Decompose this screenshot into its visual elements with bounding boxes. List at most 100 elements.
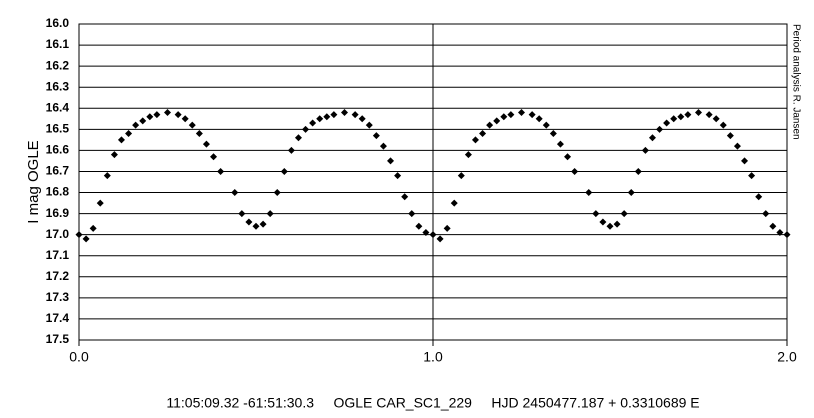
point: [323, 113, 331, 121]
point: [132, 121, 140, 129]
x-tick-label: 1.0: [423, 349, 443, 365]
point: [549, 130, 557, 138]
point: [330, 111, 338, 119]
point: [188, 121, 196, 129]
point: [266, 210, 274, 218]
point: [280, 167, 288, 175]
point: [75, 231, 83, 239]
point: [613, 220, 621, 228]
point: [174, 111, 182, 119]
y-tick-label: 16.1: [46, 37, 70, 51]
plot-frame: [78, 23, 788, 341]
point: [316, 115, 324, 123]
point: [96, 199, 104, 207]
point: [457, 172, 465, 180]
point: [571, 167, 579, 175]
annotation: Period analysis R. Jansen: [790, 24, 801, 140]
point: [358, 115, 366, 123]
point: [89, 224, 97, 232]
point: [210, 153, 218, 161]
point: [195, 130, 203, 138]
y-tick-label: 17.3: [46, 290, 70, 304]
point: [528, 111, 536, 119]
point: [422, 229, 430, 237]
point: [486, 121, 494, 129]
point: [302, 125, 310, 133]
point: [564, 153, 572, 161]
point: [401, 193, 409, 201]
y-tick-label: 16.2: [46, 58, 70, 72]
point: [769, 222, 777, 230]
point: [500, 113, 508, 121]
point: [518, 108, 525, 116]
y-tick-label: 16.8: [46, 185, 70, 199]
y-tick-label: 17.2: [46, 269, 70, 283]
y-tick-label: 16.0: [46, 16, 70, 30]
point: [695, 108, 702, 116]
point: [273, 189, 281, 197]
x-tick-label: 2.0: [777, 349, 797, 365]
point: [748, 172, 756, 180]
point: [592, 210, 600, 218]
point: [755, 193, 763, 201]
point: [365, 121, 373, 129]
y-axis-label: I mag OGLE: [25, 140, 42, 223]
point: [783, 231, 791, 239]
point: [733, 142, 741, 150]
point: [117, 136, 125, 144]
point: [164, 108, 171, 116]
point: [82, 235, 90, 243]
y-tick-label: 16.5: [46, 122, 70, 136]
point: [238, 210, 246, 218]
point: [287, 146, 295, 154]
point: [741, 157, 749, 165]
point: [139, 117, 147, 125]
point: [309, 119, 317, 127]
point: [726, 132, 734, 140]
point: [394, 172, 402, 180]
point: [663, 119, 671, 127]
point: [556, 140, 564, 148]
point: [670, 115, 678, 123]
point: [493, 117, 501, 125]
point: [606, 222, 614, 230]
point: [620, 210, 628, 218]
point: [776, 229, 784, 237]
point: [351, 111, 359, 119]
y-tick-label: 16.3: [46, 79, 70, 93]
point: [542, 121, 550, 129]
point: [217, 167, 225, 175]
point: [259, 220, 267, 228]
point: [641, 146, 649, 154]
y-tick-label: 17.0: [46, 227, 70, 241]
point: [379, 142, 387, 150]
point: [585, 189, 593, 197]
point: [684, 111, 692, 119]
point: [471, 136, 479, 144]
point: [634, 167, 642, 175]
point: [762, 210, 770, 218]
point: [436, 235, 444, 243]
point: [415, 222, 423, 230]
point: [648, 134, 656, 142]
point: [656, 125, 664, 133]
point: [245, 218, 253, 226]
point: [110, 151, 118, 159]
y-tick-label: 16.6: [46, 143, 70, 157]
y-tick-label: 17.1: [46, 248, 70, 262]
point: [627, 189, 635, 197]
point: [408, 210, 416, 218]
y-tick-label: 17.4: [46, 311, 70, 325]
x-tick-label: 0.0: [69, 349, 89, 365]
point: [464, 151, 472, 159]
point: [429, 231, 437, 239]
point: [202, 140, 210, 148]
y-tick-label: 17.5: [46, 332, 70, 346]
point: [294, 134, 302, 142]
point: [252, 222, 260, 230]
point: [712, 115, 720, 123]
caption: 11:05:09.32 -61:51:30.3 OGLE CAR_SC1_229…: [166, 395, 699, 411]
point: [231, 189, 239, 197]
y-tick-label: 16.4: [46, 100, 70, 114]
